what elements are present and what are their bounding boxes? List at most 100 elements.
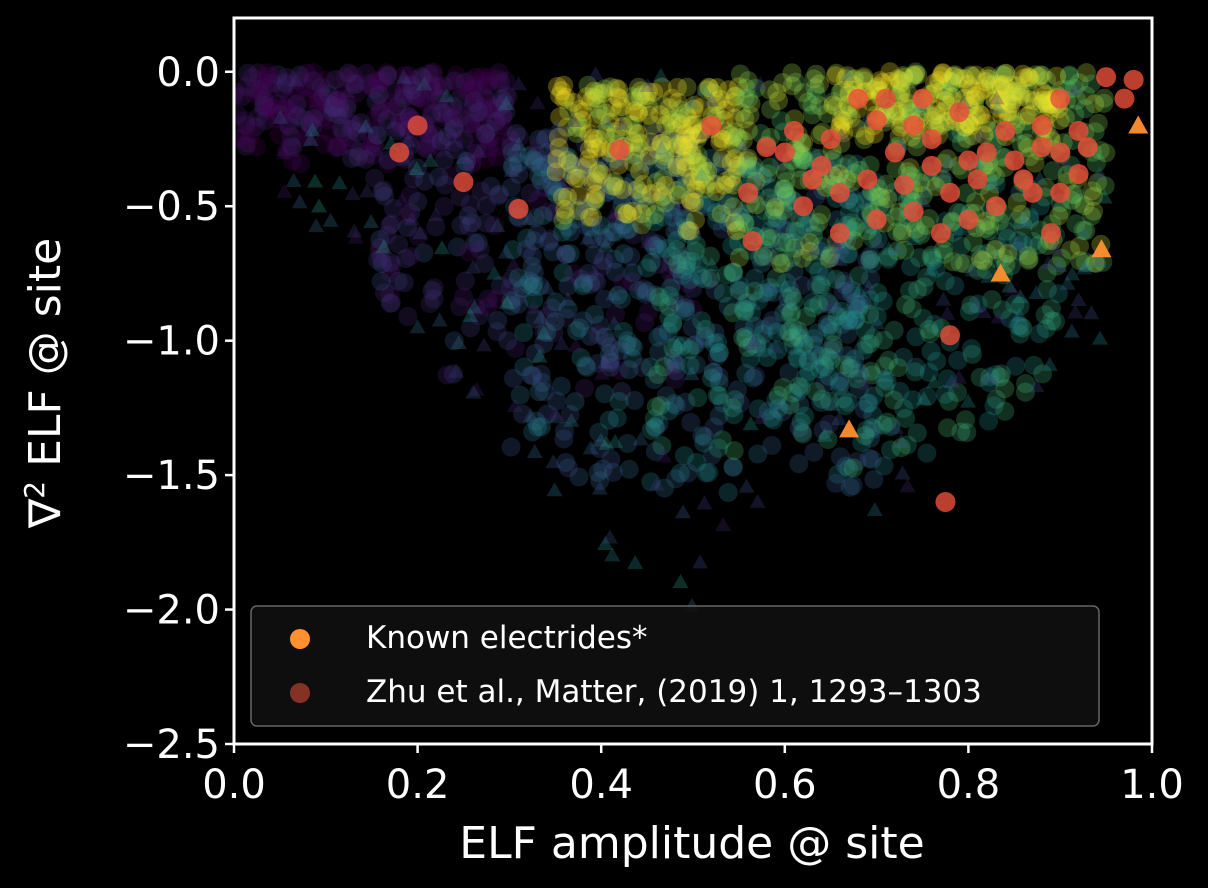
background-triangle — [899, 478, 916, 493]
background-triangle — [1096, 189, 1113, 204]
background-point — [297, 63, 317, 83]
background-point — [545, 312, 565, 332]
background-point — [283, 138, 303, 158]
background-point — [609, 102, 629, 122]
background-point — [394, 273, 414, 293]
background-point — [777, 322, 797, 342]
background-triangle — [1059, 275, 1076, 290]
background-triangle — [894, 465, 911, 480]
background-point — [667, 155, 687, 175]
background-point — [694, 427, 714, 447]
background-triangle — [548, 409, 565, 424]
background-point — [422, 107, 442, 126]
background-point — [641, 420, 661, 440]
background-point — [556, 244, 576, 264]
background-point — [572, 158, 592, 178]
background-point — [934, 244, 954, 264]
background-triangle — [923, 261, 940, 276]
background-triangle — [880, 240, 897, 255]
background-point — [911, 225, 931, 244]
legend-label-known-electrides: Known electrides* — [366, 620, 648, 656]
background-point — [649, 414, 669, 434]
background-point — [804, 442, 824, 462]
background-point — [864, 469, 884, 489]
background-point — [650, 137, 670, 157]
background-point — [467, 103, 487, 123]
background-triangle — [438, 87, 455, 102]
background-point — [759, 188, 779, 208]
background-point — [481, 99, 501, 119]
background-point — [681, 221, 700, 241]
background-point — [656, 193, 675, 213]
background-point — [826, 63, 846, 83]
background-point — [709, 366, 729, 386]
background-point — [876, 174, 896, 194]
background-point — [713, 283, 733, 303]
background-point — [761, 408, 781, 428]
background-point — [248, 63, 268, 83]
zhu-point — [976, 142, 997, 163]
background-point — [829, 376, 849, 396]
background-point — [600, 344, 620, 364]
background-point — [656, 115, 676, 135]
background-point — [598, 333, 617, 352]
background-point — [443, 108, 463, 128]
background-point — [437, 365, 457, 385]
background-triangle — [409, 319, 426, 334]
background-point — [536, 154, 556, 174]
background-point — [571, 269, 591, 289]
background-point — [708, 333, 728, 352]
background-point — [758, 164, 778, 184]
background-point — [683, 115, 703, 135]
background-point — [1019, 68, 1039, 88]
zhu-point — [453, 172, 474, 193]
background-point — [832, 110, 851, 130]
background-triangle — [450, 334, 467, 349]
background-point — [682, 318, 702, 337]
background-point — [894, 67, 914, 87]
background-point — [514, 357, 534, 377]
y-tick-label: −2.0 — [123, 588, 220, 634]
background-point — [782, 63, 802, 83]
background-point — [569, 100, 589, 119]
background-point — [501, 178, 521, 197]
background-point — [663, 207, 683, 227]
background-point — [986, 174, 1006, 194]
background-point — [290, 65, 310, 85]
background-point — [971, 81, 990, 101]
background-point — [254, 90, 274, 110]
background-triangle — [1092, 330, 1109, 345]
background-point — [838, 106, 858, 126]
background-point — [778, 288, 798, 308]
background-point — [381, 293, 401, 313]
background-point — [680, 270, 700, 290]
plot-frame — [232, 16, 1154, 746]
background-point — [820, 391, 839, 411]
background-point — [524, 290, 544, 310]
background-point — [685, 241, 705, 261]
background-point — [878, 249, 898, 269]
background-triangle — [964, 262, 981, 277]
background-point — [906, 62, 926, 82]
background-point — [682, 127, 702, 146]
zhu-point — [940, 182, 961, 203]
background-point — [860, 304, 880, 324]
background-point — [813, 420, 833, 440]
background-triangle — [935, 291, 952, 306]
background-point — [715, 100, 735, 120]
background-triangle — [769, 234, 786, 249]
background-point — [867, 307, 887, 326]
background-point — [649, 239, 668, 259]
background-point — [590, 137, 610, 157]
background-point — [414, 243, 434, 263]
background-triangle — [498, 244, 515, 259]
background-point — [676, 256, 696, 276]
background-point — [1082, 181, 1102, 201]
background-point — [777, 205, 797, 225]
background-point — [844, 311, 864, 331]
background-point — [1032, 94, 1052, 114]
background-point — [998, 79, 1018, 99]
background-point — [827, 306, 847, 326]
background-point — [857, 420, 876, 440]
background-point — [603, 222, 623, 242]
